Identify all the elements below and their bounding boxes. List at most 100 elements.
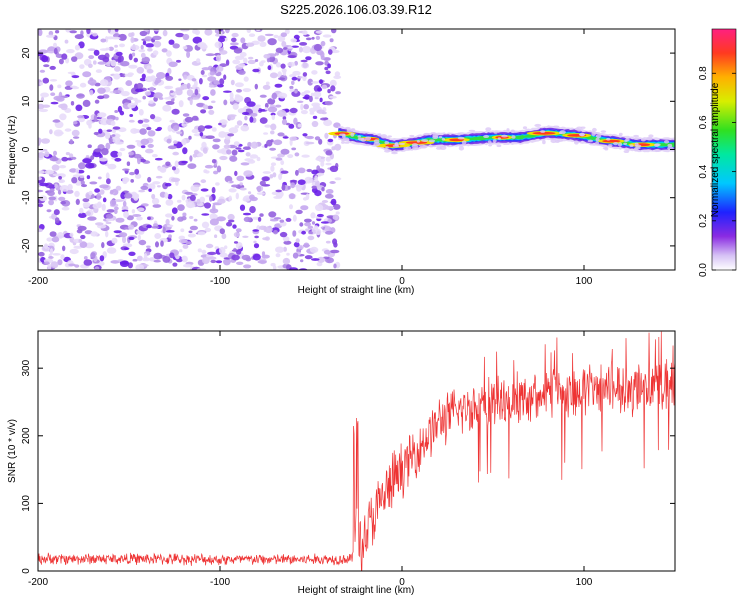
noise-speckle [215, 54, 222, 62]
noise-speckle [147, 176, 152, 183]
band-speckle [403, 146, 409, 150]
noise-speckle [69, 248, 79, 255]
noise-speckle [316, 172, 325, 176]
noise-speckle [324, 205, 335, 210]
noise-speckle [75, 104, 83, 112]
noise-speckle [316, 109, 325, 114]
noise-speckle [186, 82, 191, 90]
noise-speckle [233, 141, 240, 147]
noise-speckle [245, 152, 251, 157]
noise-speckle [179, 249, 183, 253]
noise-speckle [59, 113, 67, 121]
noise-speckle [230, 79, 235, 86]
snr-panel: -200 -100 0 100 0 100 200 300 Height of straig… [7, 330, 676, 596]
noise-speckle [136, 230, 142, 235]
noise-speckle [129, 171, 135, 176]
noise-speckle [167, 193, 173, 200]
noise-speckle [264, 107, 268, 111]
noise-speckle [254, 235, 259, 239]
noise-speckle [250, 141, 259, 149]
noise-speckle [126, 215, 134, 221]
noise-speckle [164, 86, 171, 90]
noise-speckle [44, 261, 50, 265]
noise-speckle [248, 191, 252, 195]
noise-speckle [302, 72, 308, 77]
noise-speckle [226, 221, 233, 227]
noise-speckle [38, 224, 45, 230]
noise-speckle [315, 35, 321, 41]
band-speckle [501, 134, 508, 138]
noise-speckle [282, 136, 289, 139]
noise-speckle [188, 135, 192, 140]
noise-speckle [242, 235, 249, 238]
noise-speckle [287, 154, 294, 159]
noise-speckle [151, 197, 160, 205]
noise-speckle [156, 126, 163, 131]
noise-speckle [270, 123, 277, 131]
noise-speckle [151, 226, 160, 229]
noise-speckle [64, 128, 72, 132]
noise-speckle [235, 192, 239, 200]
noise-speckle [202, 74, 208, 78]
noise-speckle [76, 93, 85, 99]
noise-speckle [270, 165, 275, 172]
noise-speckle [244, 158, 254, 162]
band-speckle [617, 142, 623, 147]
noise-speckle [218, 131, 227, 138]
noise-speckle [218, 122, 222, 126]
noise-speckle [144, 36, 153, 42]
noise-speckle [47, 190, 55, 196]
noise-speckle [300, 205, 309, 211]
noise-speckle [204, 29, 213, 36]
noise-speckle [227, 114, 237, 117]
snr-y-tick-label: 200 [21, 427, 32, 444]
noise-speckle [262, 84, 271, 90]
colorbar-tick-label: 0.6 [698, 115, 709, 129]
noise-speckle [43, 64, 50, 68]
snr-x-tick-label: -200 [28, 577, 48, 588]
noise-speckle [150, 75, 156, 82]
noise-speckle [289, 85, 294, 90]
noise-speckle [239, 182, 243, 186]
noise-speckle [82, 158, 92, 164]
band-speckle [542, 139, 546, 145]
noise-speckle [57, 232, 64, 239]
noise-speckle [166, 50, 172, 57]
band-speckle [608, 144, 613, 147]
noise-speckle [236, 249, 242, 255]
noise-speckle [181, 255, 188, 263]
noise-speckle [311, 70, 318, 75]
noise-speckle [101, 242, 105, 249]
noise-speckle [89, 181, 98, 185]
noise-speckle [70, 101, 75, 106]
noise-speckle [332, 215, 339, 220]
noise-speckle [305, 56, 312, 61]
noise-speckle [153, 259, 161, 263]
noise-speckle [122, 168, 130, 171]
noise-speckle [264, 102, 269, 109]
noise-speckle [152, 50, 159, 56]
noise-speckle [106, 209, 116, 213]
noise-speckle [275, 104, 282, 108]
noise-speckle [161, 48, 168, 53]
noise-speckle [227, 219, 235, 223]
noise-speckle [256, 192, 265, 195]
noise-speckle [319, 79, 323, 85]
noise-speckle [314, 175, 318, 182]
noise-speckle [164, 182, 172, 187]
noise-speckle [188, 204, 196, 208]
noise-speckle [325, 240, 331, 244]
band-speckle [398, 142, 406, 145]
noise-speckle [128, 151, 135, 156]
noise-speckle [93, 114, 98, 122]
noise-speckle [259, 213, 264, 217]
noise-speckle [143, 118, 150, 123]
noise-speckle [252, 253, 261, 261]
noise-speckle [167, 145, 177, 150]
noise-speckle [136, 66, 145, 74]
noise-speckle [280, 170, 289, 174]
noise-speckle [209, 195, 213, 202]
noise-speckle [266, 139, 273, 147]
noise-speckle [65, 152, 70, 156]
noise-speckle [277, 132, 285, 137]
